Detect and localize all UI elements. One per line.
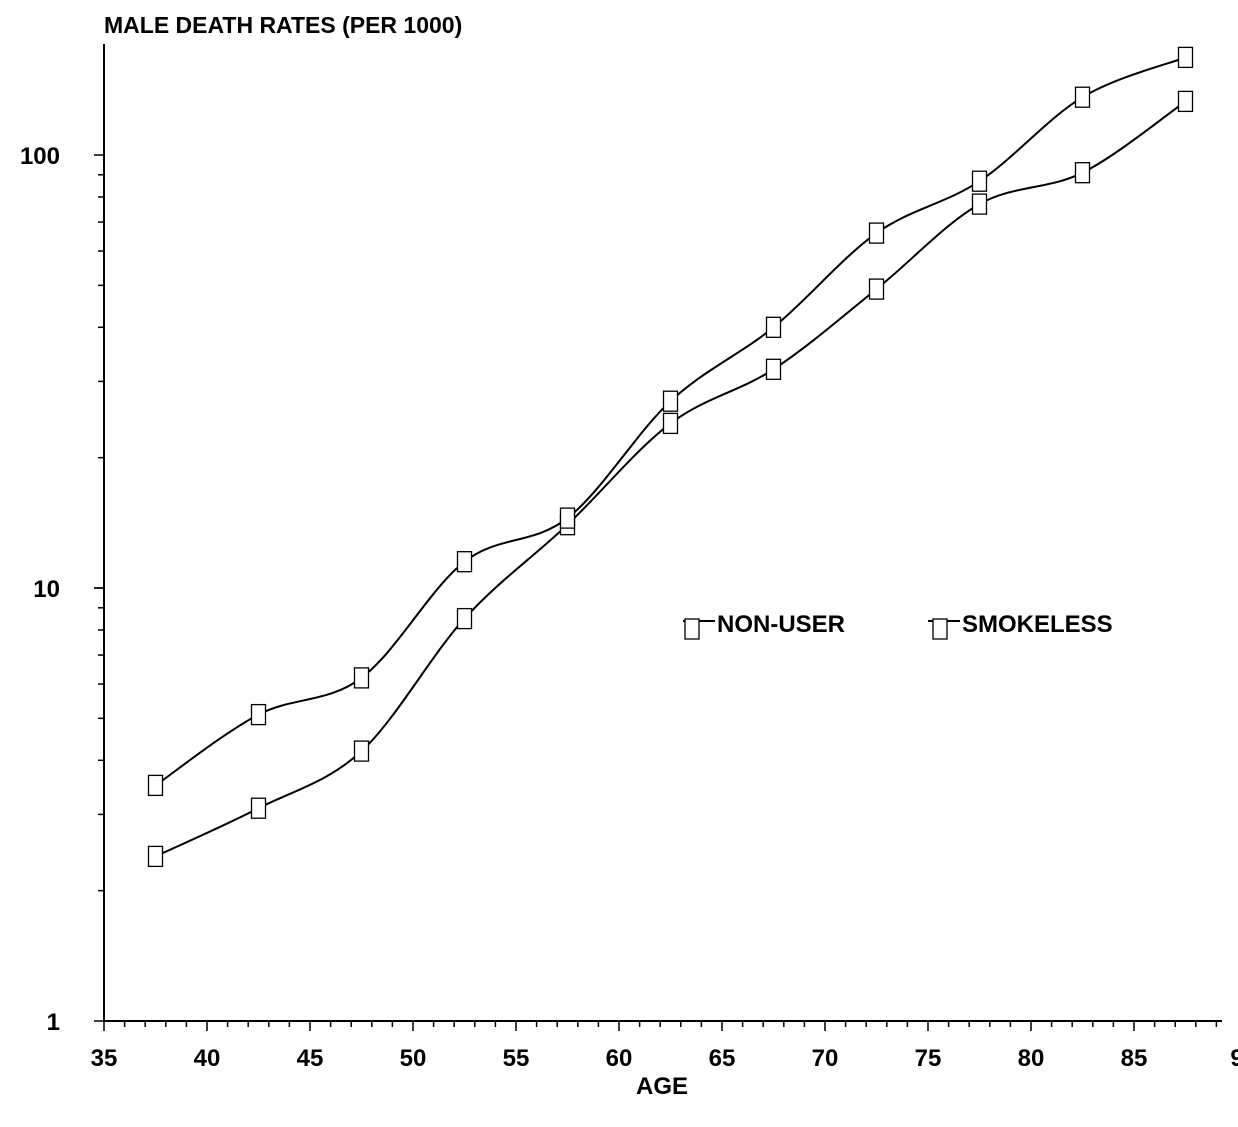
x-tick-label: 65 (709, 1045, 736, 1072)
data-point-smokeless (765, 316, 782, 338)
legend-label-non-user: NON-USER (717, 611, 845, 638)
legend-item-smokeless: SMOKELESS (928, 611, 1113, 640)
x-axis-label: AGE (636, 1073, 688, 1100)
data-point-non-user (662, 412, 679, 435)
legend-marker-non-user (684, 618, 700, 640)
x-tick-label: 85 (1121, 1045, 1148, 1072)
data-point-smokeless (250, 703, 267, 726)
data-point-smokeless (868, 222, 885, 244)
data-point-non-user (1074, 162, 1091, 184)
legend-marker-smokeless (932, 618, 948, 640)
legend-item-non-user: NON-USER (683, 611, 845, 640)
y-tick-label: 1 (47, 1009, 60, 1036)
y-axis-ticks: 1 10 100 (20, 143, 104, 1036)
chart-title: MALE DEATH RATES (PER 1000) (104, 12, 462, 38)
x-tick-label: 40 (194, 1045, 221, 1072)
x-tick-label: 55 (503, 1045, 530, 1072)
series-layer (147, 46, 1194, 868)
x-tick-label: 80 (1018, 1045, 1045, 1072)
x-tick-label: 35 (91, 1045, 118, 1072)
data-point-smokeless (662, 390, 679, 412)
y-tick-label: 10 (33, 576, 60, 603)
data-point-smokeless (1177, 46, 1194, 69)
data-point-smokeless (353, 667, 370, 689)
data-point-non-user (765, 358, 782, 380)
data-point-smokeless (559, 507, 576, 529)
x-tick-label: 9 (1230, 1045, 1238, 1072)
series-line-non-user (155, 100, 1187, 858)
data-point-non-user (147, 845, 164, 868)
data-point-smokeless (971, 170, 988, 192)
data-point-smokeless (456, 551, 473, 573)
x-tick-label: 70 (812, 1045, 839, 1072)
x-tick-label: 60 (606, 1045, 633, 1072)
x-axis-ticks: 35 40 45 50 55 60 65 70 75 80 85 9 (91, 1021, 1238, 1072)
legend-label-smokeless: SMOKELESS (962, 611, 1113, 638)
data-point-non-user (868, 278, 885, 300)
x-tick-label: 50 (400, 1045, 427, 1072)
data-point-non-user (971, 193, 988, 215)
x-tick-label: 75 (915, 1045, 942, 1072)
data-point-non-user (353, 740, 370, 762)
data-point-smokeless (1074, 86, 1091, 108)
legend: NON-USER SMOKELESS (683, 611, 1113, 640)
data-point-smokeless (147, 774, 164, 797)
data-point-non-user (1177, 90, 1194, 113)
y-tick-label: 100 (20, 143, 60, 170)
data-point-non-user (250, 797, 267, 819)
x-tick-label: 45 (297, 1045, 324, 1072)
data-point-non-user (456, 607, 473, 630)
